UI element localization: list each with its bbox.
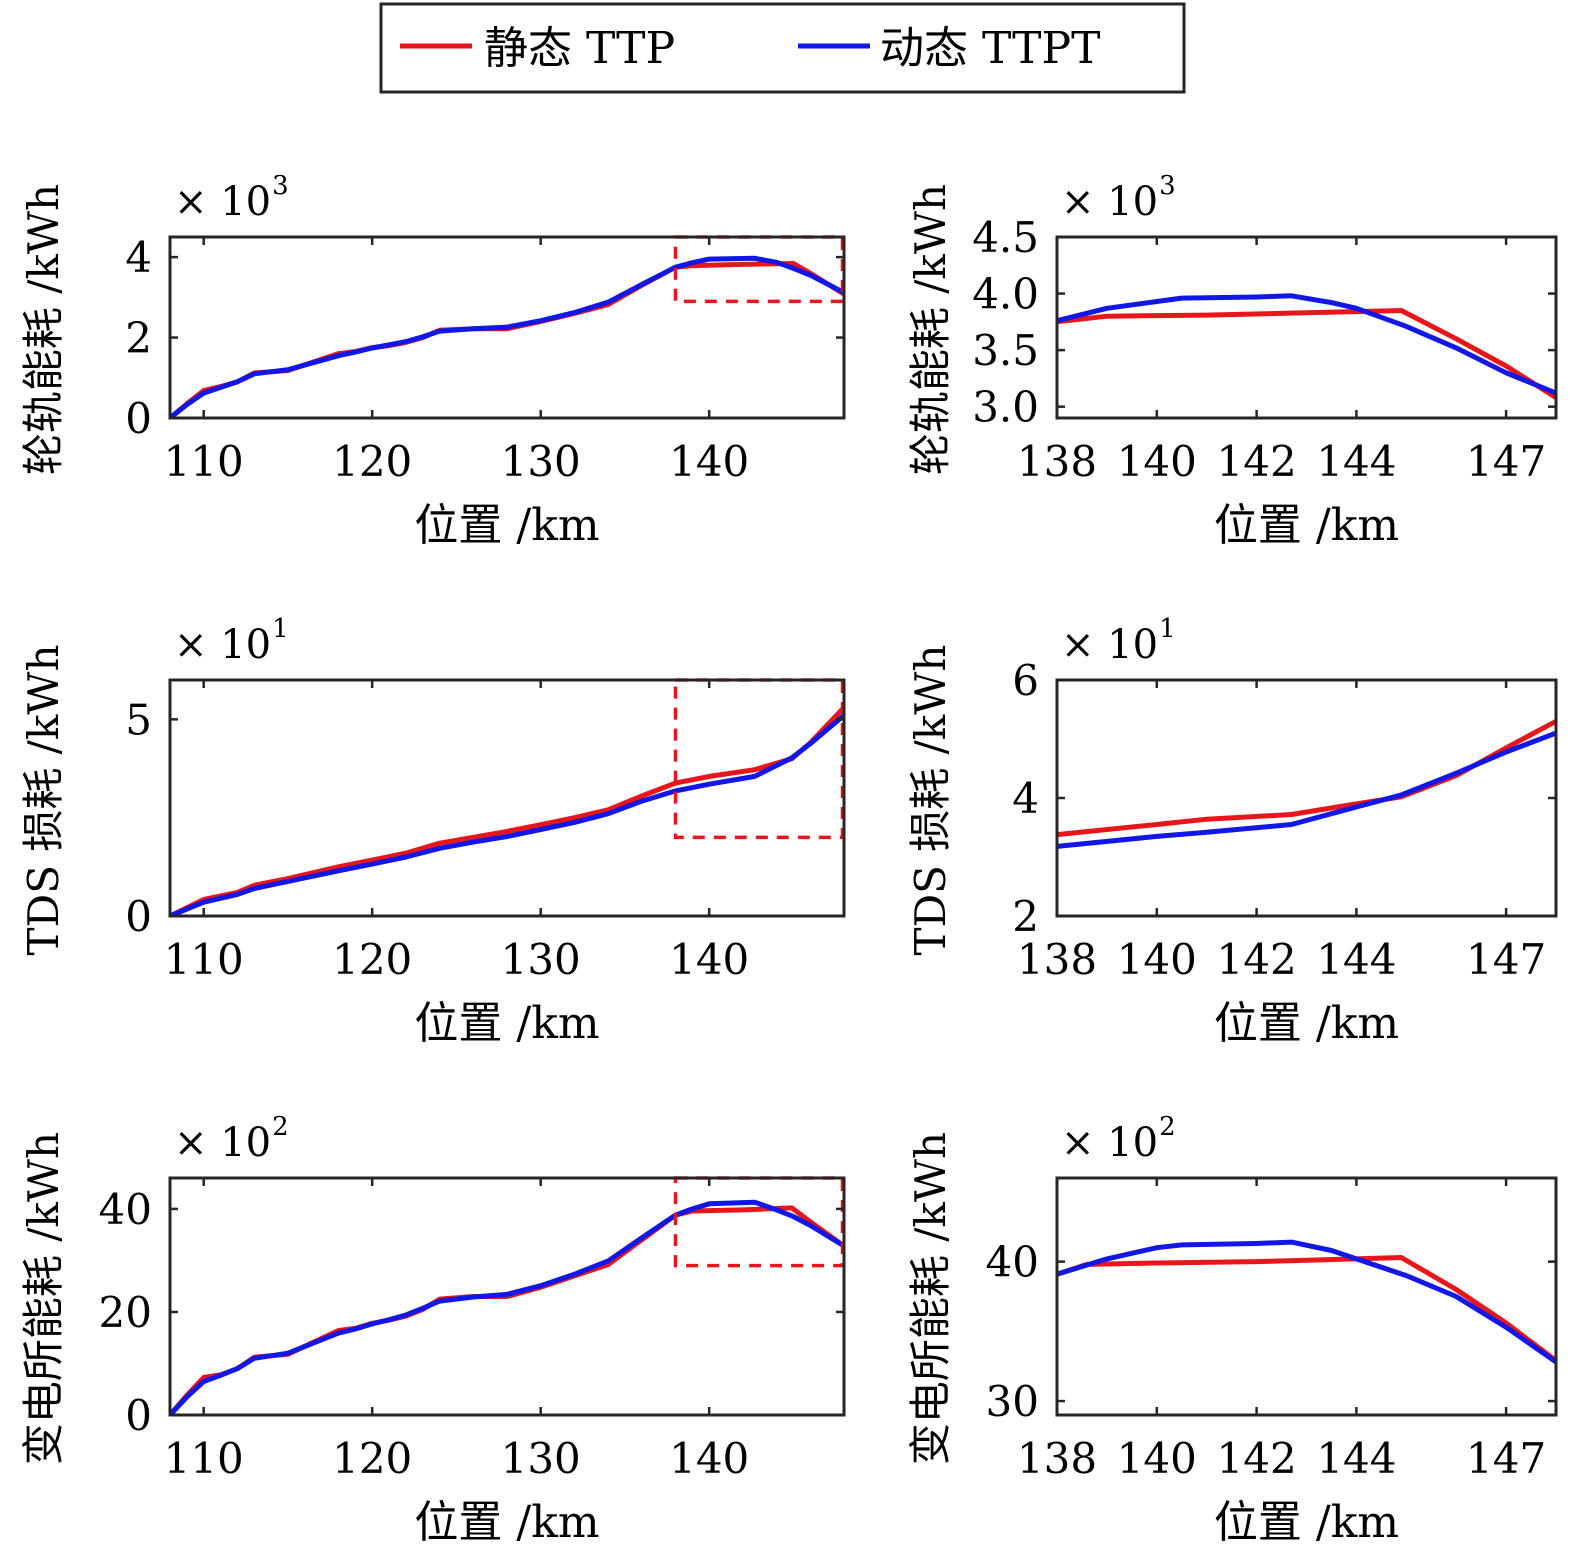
legend-label-static: 静态 TTP	[484, 23, 675, 74]
y-tick-label: 40	[99, 1185, 152, 1234]
x-tick-label: 140	[669, 935, 749, 984]
axis-scale-factor: × 10	[1061, 179, 1158, 225]
y-tick-label: 3.0	[972, 383, 1039, 432]
chart-panel-4: 138 140 142 144 147 2 4 6 位置 /km TDS 损耗 /kWh × 10 1	[906, 614, 1558, 1049]
axis-scale-exponent: 1	[272, 614, 289, 644]
y-tick-label: 6	[1012, 656, 1039, 705]
x-axis-label: 位置 /km	[1214, 500, 1399, 551]
x-tick-label: 144	[1316, 935, 1396, 984]
chart-panel-6: 138 140 142 144 147 30 40 位置 /km 变电所能耗 /kWh × 10 2	[906, 1112, 1558, 1548]
y-tick-label: 0	[125, 394, 152, 443]
x-tick-label: 147	[1466, 1434, 1546, 1483]
chart-panel-1: 110 120 130 140 0 2 4 位置 /km 轮轨能耗 /kWh × 10 3	[19, 171, 846, 551]
x-tick-label: 110	[164, 437, 244, 486]
chart-panel-3: 110 120 130 140 0 5 位置 /km TDS 损耗 /kWh × 10 1	[19, 614, 846, 1049]
y-axis-label: 轮轨能耗 /kWh	[906, 184, 955, 475]
y-tick-label: 2	[125, 314, 152, 363]
y-axis-label: 变电所能耗 /kWh	[19, 1132, 68, 1465]
series-line-dynamic	[170, 255, 844, 418]
y-axis-label: TDS 损耗 /kWh	[19, 645, 68, 956]
x-tick-label: 147	[1466, 437, 1546, 486]
y-tick-label: 20	[99, 1288, 152, 1337]
y-tick-label: 2	[1012, 892, 1039, 941]
x-tick-label: 138	[1017, 1434, 1097, 1483]
series-line-static	[170, 705, 844, 916]
y-axis-label: TDS 损耗 /kWh	[906, 645, 955, 956]
x-tick-label: 144	[1316, 1434, 1396, 1483]
axis-scale-factor: × 10	[174, 622, 271, 668]
series-line-dynamic	[170, 1199, 844, 1415]
x-tick-label: 140	[1117, 437, 1197, 486]
axis-scale-factor: × 10	[174, 1120, 271, 1166]
y-tick-label: 40	[986, 1238, 1039, 1287]
axes-box	[168, 678, 846, 918]
axes-box	[1055, 1176, 1558, 1417]
series-line-static	[1057, 308, 1556, 401]
x-tick-label: 144	[1316, 437, 1396, 486]
y-axis-label: 轮轨能耗 /kWh	[19, 184, 68, 475]
series-line-dynamic	[1057, 730, 1556, 849]
plot-area	[1057, 1178, 1556, 1415]
legend-box	[379, 2, 1186, 94]
chart-panel-5: 110 120 130 140 0 20 40 位置 /km 变电所能耗 /kWh × 10 2	[19, 1112, 846, 1548]
axis-scale-factor: × 10	[1061, 622, 1158, 668]
x-tick-label: 142	[1217, 437, 1297, 486]
axis-scale-exponent: 3	[1159, 171, 1176, 201]
axes-box	[168, 235, 846, 420]
series-line-static	[1057, 1255, 1556, 1364]
x-tick-label: 140	[669, 437, 749, 486]
y-tick-label: 3.5	[972, 326, 1039, 375]
axis-scale-factor: × 10	[174, 179, 271, 225]
y-tick-label: 30	[986, 1377, 1039, 1426]
y-tick-label: 5	[125, 695, 152, 744]
x-tick-label: 120	[332, 437, 412, 486]
x-axis-label: 位置 /km	[414, 1497, 599, 1548]
x-tick-label: 110	[164, 1434, 244, 1483]
axis-scale-exponent: 3	[272, 171, 289, 201]
x-tick-label: 140	[1117, 1434, 1197, 1483]
series-line-dynamic	[1057, 1239, 1556, 1365]
x-tick-label: 142	[1217, 935, 1297, 984]
x-tick-label: 120	[332, 935, 412, 984]
x-axis-label: 位置 /km	[1214, 998, 1399, 1049]
x-tick-label: 110	[164, 935, 244, 984]
plot-area	[170, 680, 844, 916]
plot-area	[1057, 680, 1556, 916]
x-tick-label: 130	[501, 1434, 581, 1483]
legend: 静态 TTP 动态 TTPT	[379, 2, 1186, 94]
y-tick-label: 4	[1012, 774, 1039, 823]
axes-box	[168, 1176, 846, 1417]
zoom-box	[673, 678, 845, 840]
x-tick-label: 140	[1117, 935, 1197, 984]
x-axis-label: 位置 /km	[414, 500, 599, 551]
x-tick-label: 138	[1017, 437, 1097, 486]
x-tick-label: 147	[1466, 935, 1546, 984]
y-tick-label: 4.5	[972, 213, 1039, 262]
plot-area	[1057, 237, 1556, 418]
y-tick-label: 4.0	[972, 270, 1039, 319]
x-tick-label: 130	[501, 437, 581, 486]
y-tick-label: 4	[125, 233, 152, 282]
axis-scale-exponent: 1	[1159, 614, 1176, 644]
axis-scale-factor: × 10	[1061, 1120, 1158, 1166]
series-line-dynamic	[1057, 293, 1556, 396]
x-axis-label: 位置 /km	[1214, 1497, 1399, 1548]
x-axis-label: 位置 /km	[414, 998, 599, 1049]
axes-box	[1055, 235, 1558, 420]
axis-scale-exponent: 2	[1159, 1112, 1176, 1142]
x-tick-label: 140	[669, 1434, 749, 1483]
x-tick-label: 142	[1217, 1434, 1297, 1483]
series-line-dynamic	[170, 712, 844, 916]
y-tick-label: 0	[125, 1391, 152, 1440]
y-tick-label: 0	[125, 892, 152, 941]
legend-label-dynamic: 动态 TTPT	[880, 23, 1100, 74]
x-tick-label: 138	[1017, 935, 1097, 984]
axis-scale-exponent: 2	[272, 1112, 289, 1142]
x-tick-label: 120	[332, 1434, 412, 1483]
chart-panel-2: 138 140 142 144 147 3.0 3.5 4.0 4.5 位置 /km 轮轨能耗 /k…	[906, 171, 1558, 551]
y-axis-label: 变电所能耗 /kWh	[906, 1132, 955, 1465]
x-tick-label: 130	[501, 935, 581, 984]
